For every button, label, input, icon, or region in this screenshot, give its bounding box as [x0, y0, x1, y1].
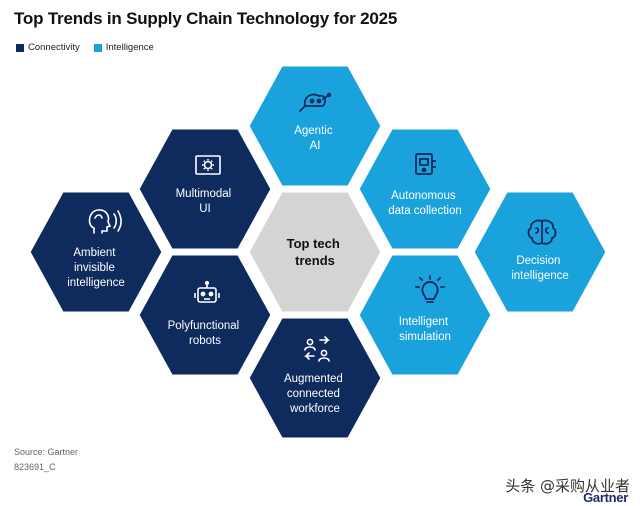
- hex-decision-intelligence-label: Decision intelligence: [511, 255, 569, 282]
- hex-augmented-connected-workforce: Augmented connected workforce: [246, 315, 384, 441]
- legend-swatch-intelligence: [93, 43, 102, 52]
- hex-multimodal-ui-label: Multimodal UI: [176, 188, 235, 215]
- hex-augmented-connected-workforce-shape: [246, 315, 384, 441]
- hex-center: Top tech trends: [246, 189, 384, 315]
- agentic-ai-icon: [299, 92, 332, 112]
- page-title: Top Trends in Supply Chain Technology fo…: [14, 9, 398, 28]
- hex-multimodal-ui-shape: [136, 126, 274, 252]
- hex-intelligent-simulation-label: Intelligent simulation: [399, 316, 451, 343]
- hex-ambient-invisible-intelligence-label: Ambient invisible intelligence: [67, 247, 125, 289]
- legend-swatch-connectivity: [16, 43, 24, 52]
- hex-agentic-ai-shape: [246, 63, 384, 189]
- brain-icon: [527, 219, 557, 245]
- hex-decision-intelligence: Decision intelligence: [471, 189, 609, 315]
- hex-intelligent-simulation-shape: [356, 252, 494, 378]
- watermark-text: 头条 @采购从业者: [505, 477, 630, 495]
- hex-agentic-ai: Agentic AI: [246, 63, 384, 189]
- hex-augmented-connected-workforce-label: Augmented connected workforce: [284, 373, 346, 415]
- source-note: Source: Gartner: [14, 447, 79, 457]
- hex-ambient-invisible-intelligence-shape: [27, 189, 165, 315]
- data-collection-icon: [415, 153, 436, 175]
- legend-item-connectivity: Connectivity: [16, 42, 80, 53]
- hex-intelligent-simulation: Intelligent simulation: [356, 252, 494, 378]
- lightbulb-icon: [415, 275, 445, 303]
- hex-polyfunctional-robots: Polyfunctional robots: [136, 252, 274, 378]
- robot-icon: [194, 280, 220, 303]
- hex-ambient-invisible-intelligence: Ambient invisible intelligence: [27, 189, 165, 315]
- hex-autonomous-data-collection-label: Autonomous data collection: [388, 190, 462, 217]
- hex-agentic-ai-label: Agentic AI: [294, 125, 336, 152]
- gartner-logo: Gartner: [583, 490, 628, 505]
- hex-multimodal-ui: Multimodal UI: [136, 126, 274, 252]
- multimodal-ui-icon: [195, 155, 221, 175]
- hex-center-label: Top tech trends: [287, 236, 344, 268]
- legend-label-intelligence: Intelligence: [105, 42, 154, 53]
- hex-autonomous-data-collection-shape: [356, 126, 494, 252]
- hex-decision-intelligence-shape: [471, 189, 609, 315]
- ambient-head-icon: [88, 209, 122, 234]
- legend-item-intelligence: Intelligence: [93, 42, 154, 53]
- legend-label-connectivity: Connectivity: [28, 42, 80, 53]
- hex-polyfunctional-robots-shape: [136, 252, 274, 378]
- hex-polyfunctional-robots-label: Polyfunctional robots: [168, 320, 243, 347]
- people-exchange-icon: [304, 336, 330, 362]
- hex-center-shape: [246, 189, 384, 315]
- figure-code: 823691_C: [14, 462, 56, 472]
- hex-autonomous-data-collection: Autonomous data collection: [356, 126, 494, 252]
- legend: Connectivity Intelligence: [16, 42, 154, 53]
